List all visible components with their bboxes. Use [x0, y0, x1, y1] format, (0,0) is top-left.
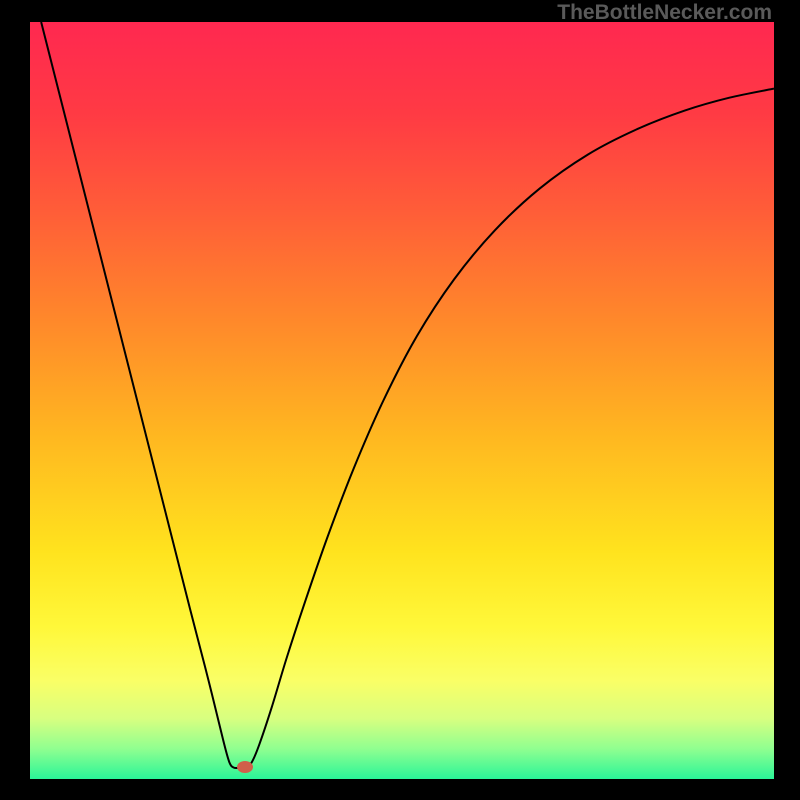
chart-container: TheBottleNecker.com [0, 0, 800, 800]
optimal-point-marker [237, 761, 253, 773]
watermark-text: TheBottleNecker.com [557, 1, 772, 25]
bottleneck-curve [30, 22, 774, 779]
plot-area [30, 22, 774, 779]
curve-path [41, 22, 774, 768]
